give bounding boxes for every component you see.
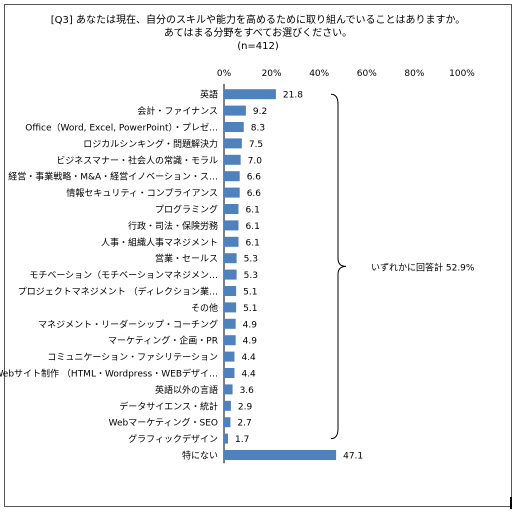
- data-label: 3.6: [240, 386, 255, 396]
- data-label: 21.8: [283, 91, 303, 101]
- data-label: 9.2: [253, 107, 267, 117]
- bar: [224, 351, 235, 362]
- bar: [224, 105, 246, 116]
- x-tick-label: 80%: [404, 69, 424, 79]
- data-label: 7.5: [249, 140, 263, 150]
- category-label: 英語以外の言語: [155, 384, 218, 396]
- data-label: 5.3: [244, 271, 258, 281]
- x-tick-label: 60%: [357, 69, 377, 79]
- category-label: 英語: [200, 89, 218, 101]
- bracket: [330, 93, 347, 440]
- bar: [224, 433, 229, 444]
- bar: [224, 220, 239, 231]
- corner-mark: [510, 497, 512, 509]
- data-label: 6.1: [246, 222, 260, 232]
- data-label: 6.1: [246, 238, 260, 248]
- category-label: マネジメント・リーダーシップ・コーチング: [38, 318, 218, 330]
- bar: [224, 171, 240, 182]
- bar: [224, 450, 337, 460]
- chart-title-line2: あてはまる分野をすべてお選びください。: [163, 28, 353, 39]
- data-label: 6.6: [247, 173, 262, 183]
- category-label: マーケティング・企画・PR: [108, 335, 218, 347]
- bar: [224, 138, 242, 149]
- bar: [224, 253, 237, 264]
- category-label: 特にない: [182, 450, 218, 462]
- category-label: Webサイト制作 （HTML・Wordpress・WEBデザイ…: [0, 368, 218, 380]
- data-label: 2.7: [237, 419, 251, 429]
- category-label: データサイエンス・統計: [119, 400, 218, 412]
- category-label: 行政・司法・保険労務: [128, 220, 218, 232]
- bracket-annotation: いずれかに回答計 52.9%: [371, 261, 475, 273]
- bar: [224, 335, 236, 346]
- chart-frame: [4, 4, 512, 507]
- data-label: 7.0: [248, 156, 263, 166]
- data-label: 5.3: [244, 255, 258, 265]
- category-label: 人事・組織人事マネジメント: [101, 236, 218, 248]
- data-label: 4.4: [241, 353, 256, 363]
- category-label: ロジカルシンキング・問題解決力: [83, 138, 218, 150]
- bar: [224, 154, 241, 165]
- bar: [224, 204, 239, 214]
- data-label: 1.7: [235, 435, 249, 445]
- category-label: 会計・ファイナンス: [137, 105, 218, 117]
- data-label: 2.9: [238, 402, 253, 412]
- bar: [224, 286, 237, 296]
- bar: [224, 368, 235, 378]
- category-label: 営業・セールス: [155, 253, 218, 265]
- data-label: 4.9: [243, 337, 258, 347]
- data-label: 5.1: [243, 304, 257, 314]
- bar: [224, 417, 231, 428]
- data-label: 6.1: [246, 206, 260, 216]
- category-label: 情報セキュリティ・コンプライアンス: [66, 187, 218, 199]
- data-label: 4.9: [243, 320, 258, 330]
- bar: [224, 89, 276, 100]
- category-label: ビジネスマナー・社会人の常識・モラル: [56, 154, 218, 166]
- data-label: 5.1: [243, 288, 257, 298]
- chart-title-line1: [Q3] あなたは現在、自分のスキルや能力を高めるために取り組んでいることはあり…: [50, 15, 466, 26]
- x-tick-label: 20%: [262, 69, 282, 79]
- category-label: コミュニケーション・ファシリテーション: [47, 352, 218, 363]
- bar: [224, 269, 237, 280]
- data-label: 4.4: [241, 370, 256, 380]
- category-label: プロジェクトマネジメント （ディレクション業…: [18, 286, 218, 298]
- category-label: 経営・事業戦略・M&A・経営イノベーション・ス…: [8, 171, 218, 183]
- category-label: プログラミング: [155, 204, 218, 216]
- x-tick-label: 40%: [309, 69, 329, 79]
- category-label: グラフィックデザイン: [128, 433, 218, 445]
- chart-subtitle: (n=412): [237, 41, 279, 52]
- category-label: モチベーション（モチベーションマネジメン…: [29, 270, 218, 281]
- bar: [224, 122, 244, 132]
- x-tick-label: 0%: [217, 69, 232, 79]
- bar: [224, 318, 236, 329]
- category-label: Webマーケティング・SEO: [109, 417, 218, 429]
- bar: [224, 302, 237, 313]
- bar: [224, 384, 233, 395]
- category-label: Office（Word, Excel, PowerPoint）・プレゼ…: [25, 122, 218, 134]
- x-tick-label: 100%: [449, 69, 475, 79]
- data-label: 6.6: [247, 189, 262, 199]
- data-label: 8.3: [251, 124, 265, 134]
- category-label: その他: [191, 302, 218, 314]
- bar: [224, 187, 240, 198]
- bar: [224, 236, 239, 247]
- data-label: 47.1: [343, 452, 363, 462]
- bar: [224, 400, 231, 411]
